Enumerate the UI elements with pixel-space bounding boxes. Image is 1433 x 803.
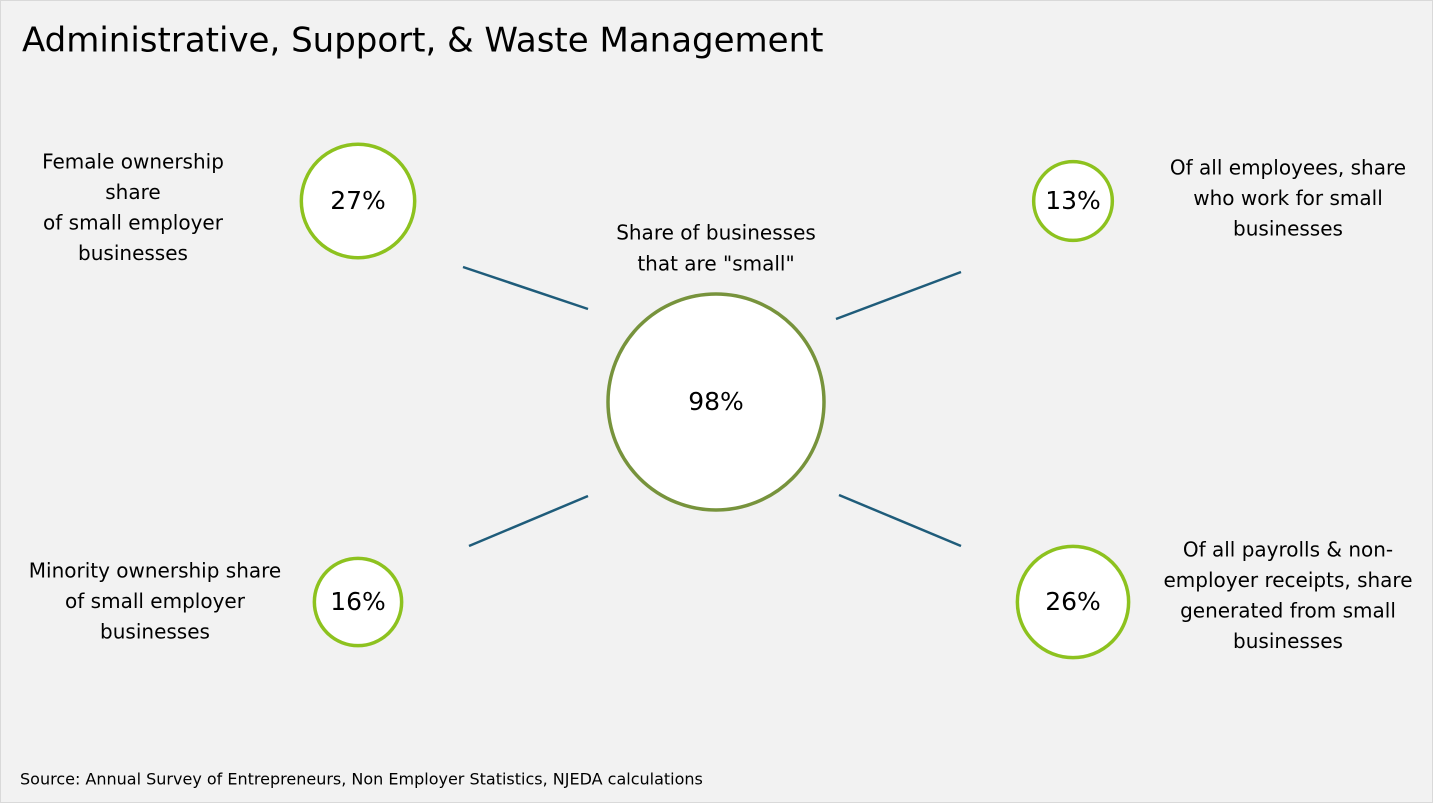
label: Of all payrolls & non- xyxy=(1183,538,1393,562)
value-circle xyxy=(299,142,417,260)
title: Administrative, Support, & Waste Managem… xyxy=(22,21,823,61)
label: Female ownership xyxy=(42,150,224,174)
label: businesses xyxy=(1233,217,1343,241)
value-circle xyxy=(1015,544,1131,660)
value-label: 98% xyxy=(688,387,744,416)
value-label: 16% xyxy=(330,587,386,616)
connector xyxy=(835,270,962,321)
value-label: 26% xyxy=(1045,587,1101,616)
label: businesses xyxy=(1233,629,1343,653)
label: who work for small xyxy=(1193,186,1383,210)
label: businesses xyxy=(100,620,210,644)
connector xyxy=(462,265,589,311)
source: Source: Annual Survey of Entrepreneurs, … xyxy=(20,770,703,789)
label: Share of businesses xyxy=(616,221,816,245)
label: share xyxy=(105,180,160,204)
label: employer receipts, share xyxy=(1163,568,1412,592)
value-circle xyxy=(606,292,826,512)
connector xyxy=(838,493,962,548)
label: Of all employees, share xyxy=(1170,156,1406,180)
value-label: 13% xyxy=(1045,186,1101,215)
label: of small employer xyxy=(43,211,224,235)
value-label: 27% xyxy=(330,186,386,215)
label: of small employer xyxy=(65,589,246,613)
label: Minority ownership share xyxy=(29,559,281,583)
label: generated from small xyxy=(1180,599,1396,623)
label: that are "small" xyxy=(637,252,794,276)
label: businesses xyxy=(78,241,188,265)
connector xyxy=(468,494,589,548)
value-circle xyxy=(1031,159,1115,243)
value-circle xyxy=(312,556,404,648)
